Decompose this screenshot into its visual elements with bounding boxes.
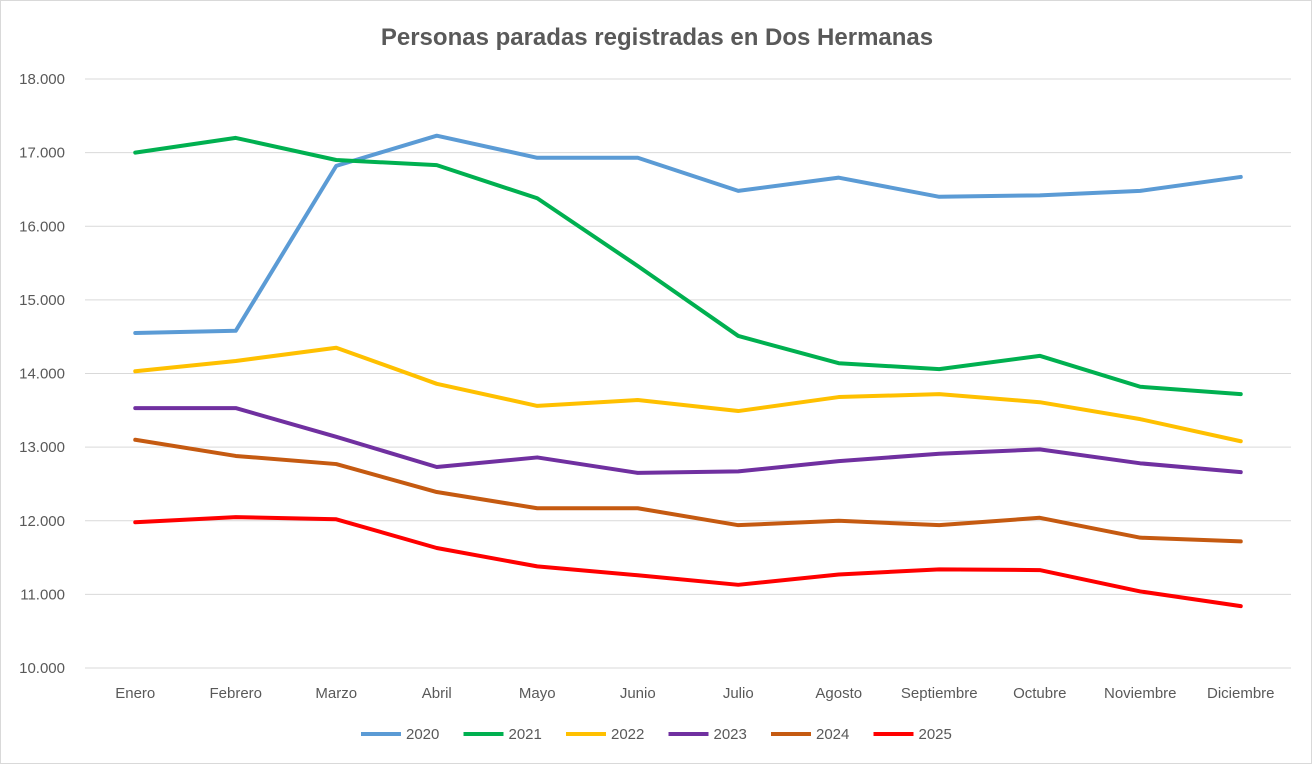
- x-tick-label: Abril: [422, 685, 452, 702]
- x-tick-label: Agosto: [815, 685, 862, 702]
- series-line-2023: [133, 406, 1243, 475]
- series-line-2021: [133, 135, 1243, 397]
- legend-item-2021: 2021: [463, 726, 542, 743]
- x-tick-label: Febrero: [209, 685, 262, 702]
- y-tick-label: 12.000: [19, 513, 65, 530]
- y-tick-label: 11.000: [20, 586, 65, 603]
- series-line-2020: [133, 133, 1243, 336]
- x-tick-label: Octubre: [1013, 685, 1066, 702]
- y-tick-label: 15.000: [19, 292, 65, 309]
- series-line-2025: [133, 515, 1243, 609]
- legend-label: 2022: [611, 726, 644, 743]
- x-tick-label: Noviembre: [1104, 685, 1177, 702]
- legend-item-2023: 2023: [668, 726, 747, 743]
- y-tick-label: 13.000: [19, 439, 65, 456]
- y-axis: 10.000 11.000 12.000 13.000 14.000 15.000 16.0…: [19, 71, 65, 677]
- legend-label: 2023: [714, 726, 747, 743]
- x-tick-label: Marzo: [315, 685, 357, 702]
- x-tick-label: Septiembre: [901, 685, 978, 702]
- legend-item-2022: 2022: [566, 726, 644, 743]
- chart-title: Personas paradas registradas en Dos Herm…: [381, 24, 933, 51]
- legend-label: 2024: [816, 726, 849, 743]
- legend-item-2024: 2024: [771, 726, 849, 743]
- legend: 2020 2021 2022 2023 2024 2025: [361, 726, 952, 743]
- x-tick-label: Junio: [620, 685, 656, 702]
- y-tick-label: 10.000: [19, 660, 65, 677]
- legend-label: 2021: [509, 726, 542, 743]
- series-line-2024: [133, 437, 1243, 544]
- y-tick-label: 14.000: [19, 366, 65, 383]
- x-tick-label: Diciembre: [1207, 685, 1275, 702]
- legend-label: 2025: [919, 726, 952, 743]
- x-tick-label: Julio: [723, 685, 754, 702]
- legend-item-2020: 2020: [361, 726, 439, 743]
- legend-item-2025: 2025: [873, 726, 952, 743]
- y-tick-label: 17.000: [19, 145, 65, 162]
- y-tick-label: 16.000: [19, 218, 65, 235]
- y-tick-label: 18.000: [19, 71, 65, 88]
- x-tick-label: Enero: [115, 685, 155, 702]
- series-line-2022: [133, 345, 1243, 444]
- x-axis: Enero Febrero Marzo Abril Mayo Junio Julio Agos…: [115, 685, 1274, 702]
- series-lines: [133, 133, 1243, 609]
- legend-label: 2020: [406, 726, 439, 743]
- x-tick-label: Mayo: [519, 685, 556, 702]
